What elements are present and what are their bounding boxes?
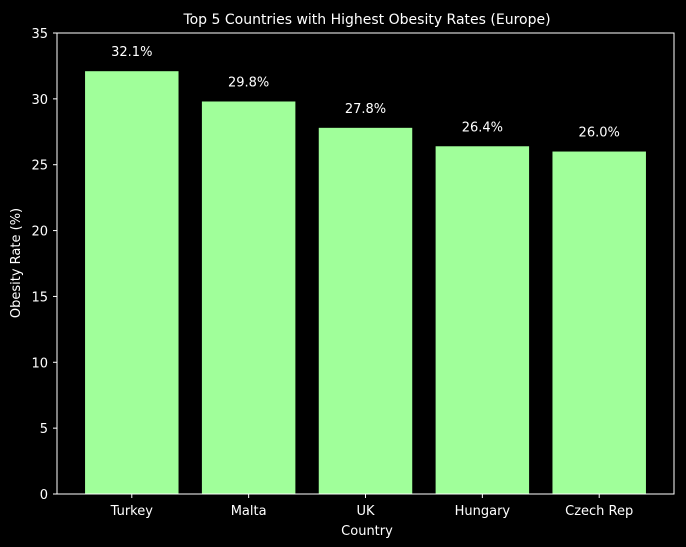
data-label: 26.0% — [579, 126, 620, 141]
bar-hungary — [435, 146, 530, 494]
bar-turkey — [85, 71, 179, 494]
x-tick-label: Hungary — [455, 504, 511, 519]
axes-frame — [56, 32, 675, 495]
data-label: 26.4% — [462, 120, 503, 135]
bar-malta — [201, 101, 296, 495]
y-tick-label: 30 — [31, 93, 48, 108]
x-tick-label: UK — [356, 504, 375, 519]
y-tick-label: 35 — [31, 27, 48, 42]
bar-uk — [318, 127, 413, 494]
chart-title: Top 5 Countries with Highest Obesity Rat… — [182, 12, 550, 28]
y-tick-label: 20 — [31, 225, 48, 240]
y-tick-label: 25 — [31, 159, 48, 174]
y-axis-label: Obesity Rate (%) — [9, 208, 24, 318]
x-axis-label: Country — [341, 524, 393, 539]
y-tick-label: 5 — [40, 422, 48, 437]
bar-czech-rep — [552, 151, 646, 495]
data-label: 32.1% — [111, 45, 152, 60]
y-tick-label: 15 — [31, 290, 48, 305]
data-label: 29.8% — [228, 75, 269, 90]
x-tick-label: Czech Rep — [565, 504, 633, 519]
x-tick-label: Turkey — [110, 504, 154, 519]
x-tick-label: Malta — [231, 504, 267, 519]
y-tick-label: 0 — [40, 488, 48, 503]
plot-area: 32.1% Turkey 29.8% Malta 27.8% UK 26.4% Hungary… — [31, 27, 675, 519]
data-label: 27.8% — [345, 102, 386, 117]
y-tick-label: 10 — [31, 356, 48, 371]
